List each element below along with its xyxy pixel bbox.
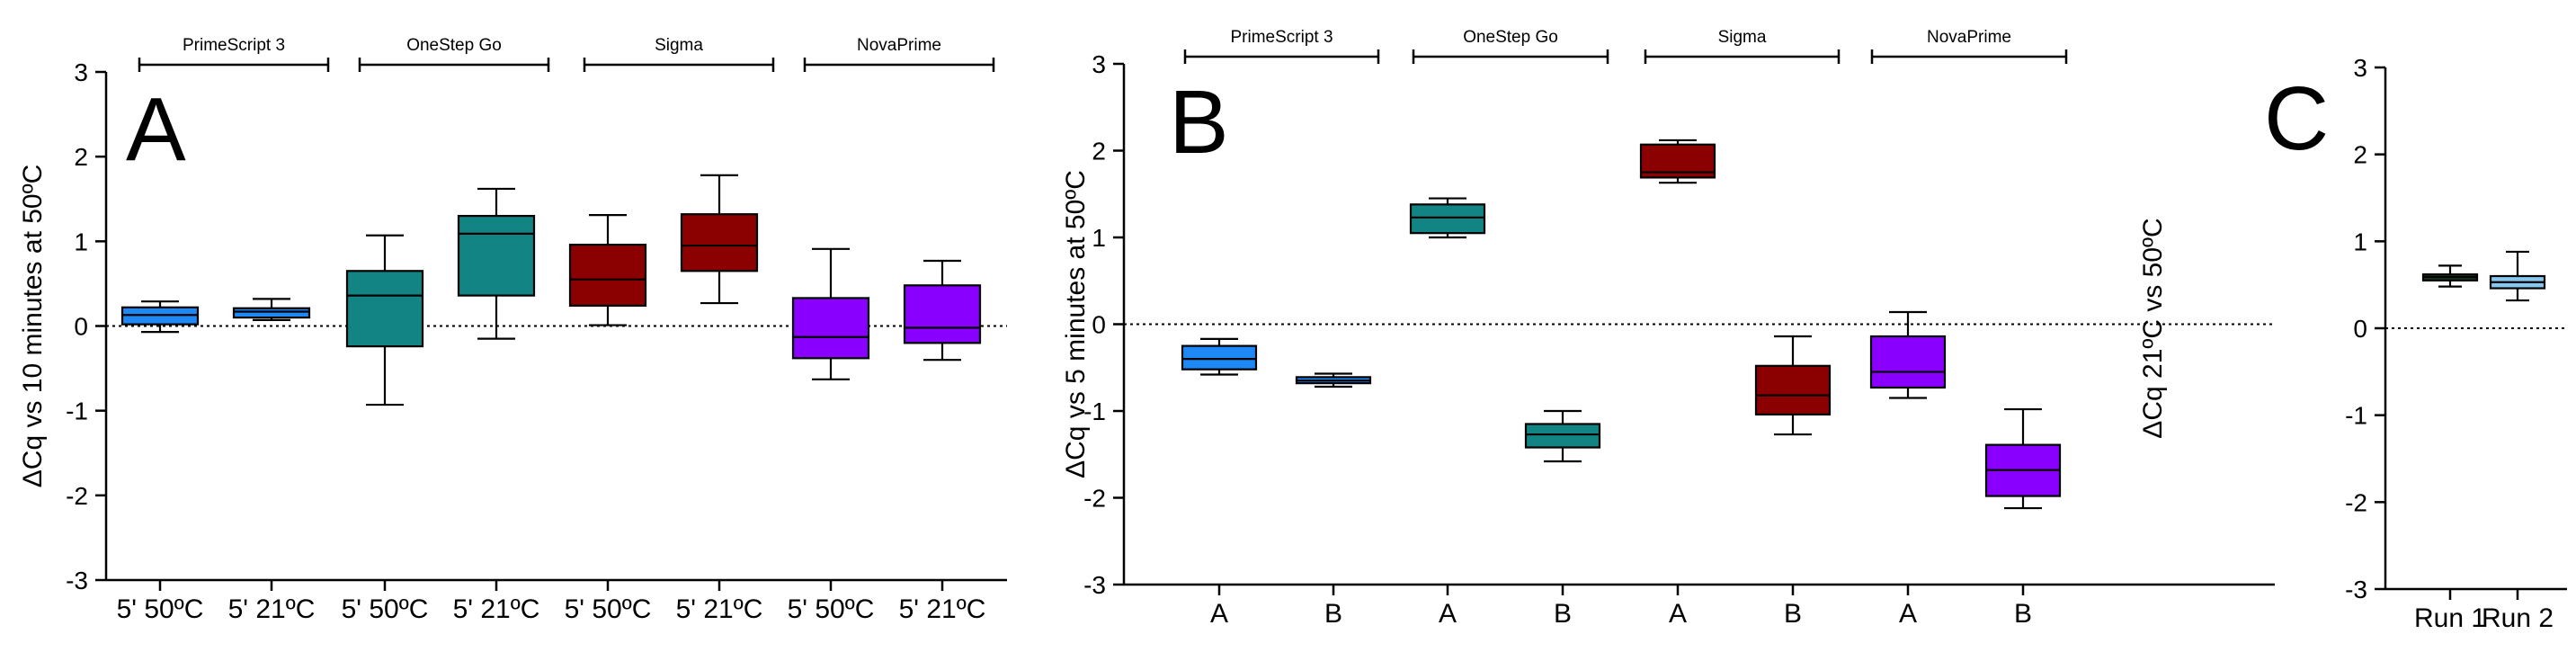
y-tick-label: 3 (74, 58, 88, 86)
x-tick-label: A (1210, 599, 1228, 629)
y-tick-label: 1 (2353, 228, 2367, 255)
panel-label: A (126, 79, 186, 180)
x-tick-label: 5' 50ºC (117, 594, 204, 624)
x-tick-label: Run 2 (2482, 603, 2554, 633)
x-tick-label: 5' 50ºC (788, 594, 875, 624)
y-tick-label: 0 (74, 313, 88, 341)
x-tick-label: 5' 50ºC (565, 594, 652, 624)
x-tick-label: A (1899, 599, 1917, 629)
x-tick-label: 5' 50ºC (342, 594, 429, 624)
x-tick-label: B (2014, 599, 2032, 629)
group-label: OneStep Go (406, 36, 502, 55)
y-tick-label: -3 (1083, 571, 1106, 599)
box (791, 297, 870, 360)
panel-b: 3 2 1 0 -1 -2 -3 ΔCq vs 5 minutes at 50ºC B A B A B A… (1061, 28, 2275, 629)
x-tick-label: B (1554, 599, 1572, 629)
y-axis-label: ΔCq vs 10 minutes at 50ºC (18, 165, 48, 488)
x-tick-label: 5' 21ºC (228, 594, 316, 624)
y-tick-label: 0 (1092, 311, 1106, 339)
box (1754, 364, 1832, 415)
box (1524, 423, 1601, 449)
y-tick-label: -1 (66, 397, 88, 425)
box (1181, 344, 1258, 371)
box (680, 213, 759, 272)
y-tick-label: -2 (66, 482, 88, 510)
box (568, 244, 647, 308)
x-tick-label: 5' 21ºC (676, 594, 763, 624)
y-tick-label: 2 (74, 143, 88, 171)
y-tick-label: -1 (1083, 397, 1106, 425)
y-tick-label: -2 (1083, 485, 1106, 513)
x-tick-label: B (1784, 599, 1802, 629)
x-tick-label: 5' 21ºC (453, 594, 540, 624)
y-tick-label: -2 (2345, 488, 2367, 516)
x-tick-label: B (1324, 599, 1342, 629)
y-tick-label: 1 (74, 228, 88, 255)
y-tick-label: -3 (2345, 576, 2367, 603)
y-tick-label: 0 (2353, 315, 2367, 343)
box (457, 214, 536, 297)
y-tick-label: 3 (1092, 50, 1106, 78)
group-label: NovaPrime (857, 36, 941, 55)
box (903, 284, 982, 344)
x-tick-label: 5' 21ºC (899, 594, 986, 624)
group-label: Sigma (655, 36, 703, 55)
y-tick-label: -3 (66, 567, 88, 594)
box (1869, 335, 1947, 389)
panel-label: B (1169, 72, 1229, 173)
group-label: Sigma (1718, 28, 1767, 47)
panel-label: C (2264, 68, 2329, 169)
box (1409, 203, 1486, 235)
x-tick-label: A (1439, 599, 1457, 629)
box (232, 307, 311, 319)
x-tick-label: A (1669, 599, 1687, 629)
y-tick-label: -1 (2345, 402, 2367, 430)
group-label: PrimeScript 3 (183, 36, 285, 55)
panel-a: 3 2 1 0 -1 -2 -3 ΔCq vs 10 minutes at 50ºC A 5' 5… (18, 36, 1007, 624)
y-tick-label: 1 (1092, 224, 1106, 252)
y-tick-label: 2 (2353, 141, 2367, 169)
y-tick-label: 3 (2353, 54, 2367, 82)
group-label: OneStep Go (1463, 28, 1558, 47)
y-axis-label: ΔCq vs 5 minutes at 50ºC (1061, 170, 1091, 478)
y-axis-label: ΔCq 21ºC vs 50ºC (2138, 218, 2168, 438)
y-tick-label: 2 (1092, 138, 1106, 165)
group-label: NovaPrime (1927, 28, 2011, 47)
x-tick-label: Run 1 (2414, 603, 2486, 633)
group-label: PrimeScript 3 (1230, 28, 1333, 47)
box (345, 270, 424, 348)
